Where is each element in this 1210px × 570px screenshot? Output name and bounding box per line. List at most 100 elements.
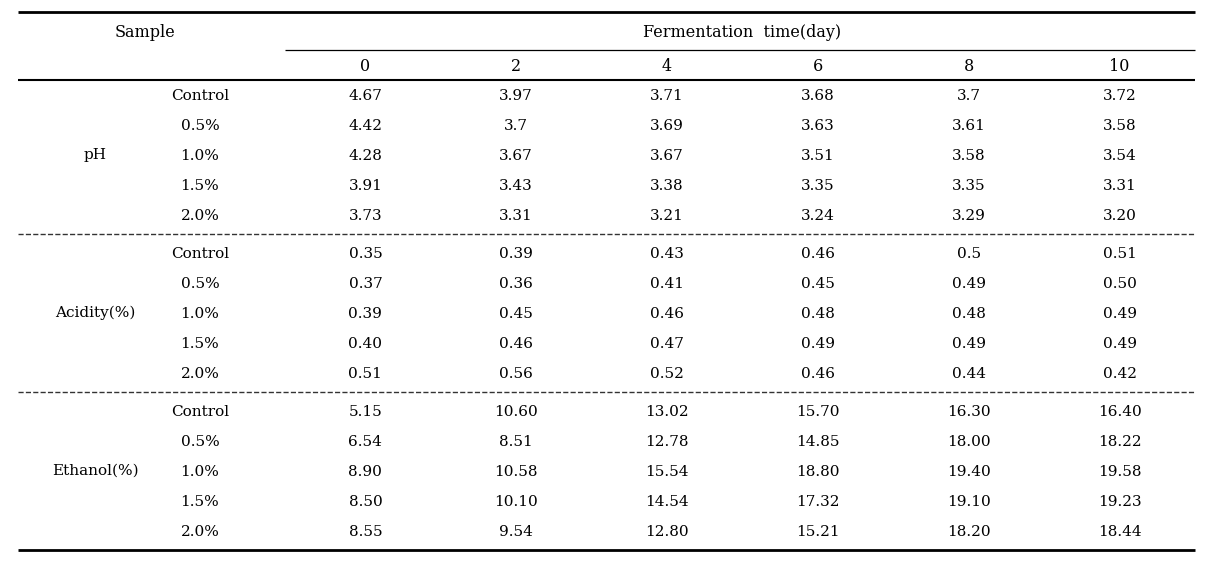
Text: 19.23: 19.23 xyxy=(1097,495,1141,510)
Text: 0.5%: 0.5% xyxy=(180,120,219,133)
Text: 0.39: 0.39 xyxy=(348,307,382,321)
Text: 2.0%: 2.0% xyxy=(180,368,219,381)
Text: 3.21: 3.21 xyxy=(650,210,684,223)
Text: 15.70: 15.70 xyxy=(796,405,840,420)
Text: Acidity(%): Acidity(%) xyxy=(54,306,136,320)
Text: 0.35: 0.35 xyxy=(348,247,382,262)
Text: Ethanol(%): Ethanol(%) xyxy=(52,464,138,478)
Text: 18.80: 18.80 xyxy=(796,466,840,479)
Text: 0.49: 0.49 xyxy=(1102,307,1136,321)
Text: 8.55: 8.55 xyxy=(348,526,382,539)
Text: 14.85: 14.85 xyxy=(796,435,840,450)
Text: 3.43: 3.43 xyxy=(500,180,534,193)
Text: 3.67: 3.67 xyxy=(650,149,684,164)
Text: 3.73: 3.73 xyxy=(348,210,382,223)
Text: 0.45: 0.45 xyxy=(500,307,534,321)
Text: 8.51: 8.51 xyxy=(500,435,534,450)
Text: 8.50: 8.50 xyxy=(348,495,382,510)
Text: 6: 6 xyxy=(813,58,823,75)
Text: 17.32: 17.32 xyxy=(796,495,840,510)
Text: 9.54: 9.54 xyxy=(500,526,534,539)
Text: 0.5%: 0.5% xyxy=(180,435,219,450)
Text: 0.39: 0.39 xyxy=(500,247,534,262)
Text: 1.5%: 1.5% xyxy=(180,180,219,193)
Text: 0.49: 0.49 xyxy=(952,337,986,352)
Text: 0.47: 0.47 xyxy=(650,337,684,352)
Text: 0.51: 0.51 xyxy=(348,368,382,381)
Text: 15.21: 15.21 xyxy=(796,526,840,539)
Text: 4.28: 4.28 xyxy=(348,149,382,164)
Text: 0.49: 0.49 xyxy=(1102,337,1136,352)
Text: 3.97: 3.97 xyxy=(500,89,534,104)
Text: 0.48: 0.48 xyxy=(801,307,835,321)
Text: Control: Control xyxy=(171,247,229,262)
Text: 0.43: 0.43 xyxy=(650,247,684,262)
Text: 3.29: 3.29 xyxy=(952,210,986,223)
Text: 4: 4 xyxy=(662,58,672,75)
Text: 0.48: 0.48 xyxy=(952,307,986,321)
Text: 3.67: 3.67 xyxy=(500,149,534,164)
Text: 10.10: 10.10 xyxy=(495,495,538,510)
Text: 3.61: 3.61 xyxy=(952,120,986,133)
Text: 10.58: 10.58 xyxy=(495,466,538,479)
Text: 3.7: 3.7 xyxy=(505,120,529,133)
Text: pH: pH xyxy=(83,148,106,162)
Text: 19.40: 19.40 xyxy=(947,466,991,479)
Text: 13.02: 13.02 xyxy=(645,405,688,420)
Text: 0.49: 0.49 xyxy=(801,337,835,352)
Text: 2.0%: 2.0% xyxy=(180,210,219,223)
Text: 3.69: 3.69 xyxy=(650,120,684,133)
Text: 18.20: 18.20 xyxy=(947,526,991,539)
Text: 16.40: 16.40 xyxy=(1097,405,1141,420)
Text: Control: Control xyxy=(171,405,229,420)
Text: 0.37: 0.37 xyxy=(348,278,382,291)
Text: 3.31: 3.31 xyxy=(1102,180,1136,193)
Text: Control: Control xyxy=(171,89,229,104)
Text: 2.0%: 2.0% xyxy=(180,526,219,539)
Text: 1.0%: 1.0% xyxy=(180,466,219,479)
Text: 1.0%: 1.0% xyxy=(180,307,219,321)
Text: 8: 8 xyxy=(963,58,974,75)
Text: 3.63: 3.63 xyxy=(801,120,835,133)
Text: 3.7: 3.7 xyxy=(957,89,981,104)
Text: 1.5%: 1.5% xyxy=(180,495,219,510)
Text: 18.00: 18.00 xyxy=(947,435,991,450)
Text: 4.67: 4.67 xyxy=(348,89,382,104)
Text: 0.46: 0.46 xyxy=(500,337,534,352)
Text: 1.0%: 1.0% xyxy=(180,149,219,164)
Text: 0: 0 xyxy=(361,58,370,75)
Text: 0.42: 0.42 xyxy=(1102,368,1136,381)
Text: 19.58: 19.58 xyxy=(1097,466,1141,479)
Text: 3.71: 3.71 xyxy=(650,89,684,104)
Text: 3.58: 3.58 xyxy=(1102,120,1136,133)
Text: 14.54: 14.54 xyxy=(645,495,688,510)
Text: 16.30: 16.30 xyxy=(947,405,991,420)
Text: 3.24: 3.24 xyxy=(801,210,835,223)
Text: 3.35: 3.35 xyxy=(801,180,835,193)
Text: 12.80: 12.80 xyxy=(645,526,688,539)
Text: 3.51: 3.51 xyxy=(801,149,835,164)
Text: 0.41: 0.41 xyxy=(650,278,684,291)
Text: 18.22: 18.22 xyxy=(1097,435,1141,450)
Text: 0.52: 0.52 xyxy=(650,368,684,381)
Text: 0.49: 0.49 xyxy=(952,278,986,291)
Text: 0.44: 0.44 xyxy=(952,368,986,381)
Text: 3.38: 3.38 xyxy=(650,180,684,193)
Text: 3.58: 3.58 xyxy=(952,149,986,164)
Text: 0.46: 0.46 xyxy=(801,368,835,381)
Text: 19.10: 19.10 xyxy=(947,495,991,510)
Text: 0.50: 0.50 xyxy=(1102,278,1136,291)
Text: 3.31: 3.31 xyxy=(500,210,534,223)
Text: 0.56: 0.56 xyxy=(500,368,534,381)
Text: Sample: Sample xyxy=(115,25,175,42)
Text: 8.90: 8.90 xyxy=(348,466,382,479)
Text: 10.60: 10.60 xyxy=(495,405,538,420)
Text: 0.5%: 0.5% xyxy=(180,278,219,291)
Text: 0.45: 0.45 xyxy=(801,278,835,291)
Text: 3.91: 3.91 xyxy=(348,180,382,193)
Text: 3.54: 3.54 xyxy=(1102,149,1136,164)
Text: 0.5: 0.5 xyxy=(957,247,981,262)
Text: 0.40: 0.40 xyxy=(348,337,382,352)
Text: 1.5%: 1.5% xyxy=(180,337,219,352)
Text: 2: 2 xyxy=(511,58,522,75)
